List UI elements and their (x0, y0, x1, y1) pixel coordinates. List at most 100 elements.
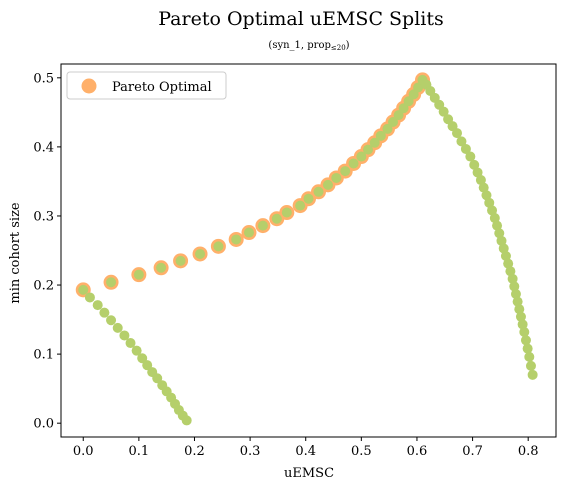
data-point (78, 284, 89, 295)
data-point (175, 255, 186, 266)
plot-area (75, 72, 538, 426)
legend-label-pareto: Pareto Optimal (112, 80, 212, 95)
plot-frame (60, 63, 557, 438)
data-point (375, 130, 386, 141)
subtitle-end: ) (346, 40, 350, 51)
data-point (137, 353, 148, 364)
x-tick-label: 0.4 (295, 444, 316, 459)
x-tick-label: 0.8 (518, 444, 539, 459)
y-axis: 0.0 0.1 0.2 0.3 0.4 0.5 (33, 71, 61, 432)
data-point (512, 296, 523, 307)
pareto-series (75, 72, 431, 298)
data-point (525, 360, 536, 371)
x-tick-label: 0.2 (184, 444, 205, 459)
subtitle-subscript: ≤20 (331, 44, 346, 52)
data-point (510, 289, 521, 300)
data-point (322, 179, 333, 190)
data-point (520, 335, 531, 346)
legend: Pareto Optimal (66, 71, 227, 100)
data-point (393, 110, 404, 121)
subtitle-main: (syn_1, prop (268, 40, 330, 51)
data-point (507, 273, 518, 284)
data-point (500, 251, 511, 262)
x-tick-label: 0.3 (240, 444, 261, 459)
data-point (243, 227, 254, 238)
data-point (509, 281, 520, 292)
data-point (369, 137, 380, 148)
x-tick-label: 0.7 (462, 444, 483, 459)
data-point (456, 136, 467, 147)
y-tick-label: 0.5 (33, 71, 54, 86)
data-point (484, 197, 495, 208)
data-point (487, 205, 498, 216)
y-tick-label: 0.1 (33, 348, 54, 363)
x-tick-label: 0.6 (407, 444, 428, 459)
data-point (527, 369, 538, 380)
data-point (348, 158, 359, 169)
data-point (489, 213, 500, 224)
data-point (281, 207, 292, 218)
data-point (492, 220, 503, 231)
data-point (112, 322, 123, 333)
y-tick-label: 0.4 (33, 140, 54, 155)
data-point (522, 343, 533, 354)
y-tick-label: 0.2 (33, 279, 54, 294)
data-point (514, 304, 525, 315)
data-point (195, 248, 206, 259)
data-point (356, 151, 367, 162)
data-point (313, 186, 324, 197)
data-point (84, 292, 95, 303)
x-tick-label: 0.0 (73, 444, 94, 459)
data-point (382, 123, 393, 134)
data-point (403, 96, 414, 107)
data-point (133, 269, 144, 280)
legend-marker-pareto (81, 78, 97, 94)
data-point (494, 228, 505, 239)
data-point (131, 345, 142, 356)
data-point (257, 220, 268, 231)
data-point (472, 167, 483, 178)
y-axis-label: min cohort size (8, 202, 23, 304)
data-point (119, 330, 130, 341)
chart-subtitle: (syn_1, prop≤20) (268, 40, 349, 52)
all-points-series (78, 74, 538, 426)
data-point (106, 315, 117, 326)
data-point (331, 172, 342, 183)
data-point (92, 300, 103, 311)
data-point (515, 311, 526, 322)
legend-box (66, 71, 227, 100)
data-point (213, 241, 224, 252)
data-point (496, 235, 507, 246)
data-point (438, 106, 449, 117)
data-point (156, 262, 167, 273)
data-point (398, 103, 409, 114)
data-point (503, 258, 514, 269)
chart-title: Pareto Optimal uEMSC Splits (158, 8, 443, 30)
data-point (231, 234, 242, 245)
data-point (452, 128, 462, 139)
data-point (99, 307, 110, 318)
data-point (125, 338, 136, 349)
y-tick-label: 0.0 (33, 417, 54, 432)
data-point (519, 327, 530, 338)
x-axis: 0.0 0.1 0.2 0.3 0.4 0.5 0.6 0.7 0.8 (73, 437, 539, 459)
data-point (340, 166, 351, 177)
data-point (478, 182, 489, 193)
data-point (303, 193, 314, 204)
data-point (524, 351, 535, 362)
data-point (505, 266, 516, 277)
x-axis-label: uEMSC (284, 466, 334, 481)
data-point (469, 159, 480, 170)
x-tick-label: 0.1 (129, 444, 150, 459)
data-point (481, 190, 492, 201)
data-point (363, 144, 374, 155)
data-point (181, 415, 192, 426)
data-point (517, 319, 528, 330)
data-point (106, 277, 117, 288)
y-tick-label: 0.3 (33, 209, 54, 224)
data-point (152, 373, 163, 384)
data-point (498, 243, 509, 254)
data-point (475, 175, 486, 186)
data-point (388, 117, 399, 128)
